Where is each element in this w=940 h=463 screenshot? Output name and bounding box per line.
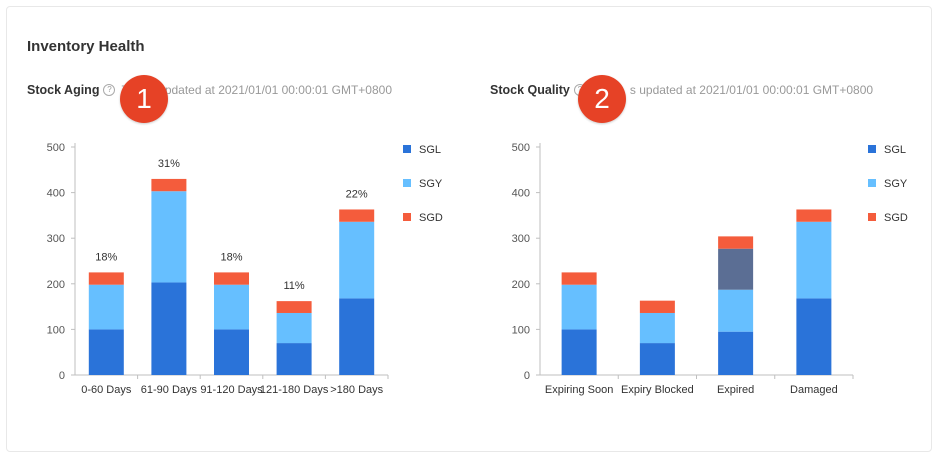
help-icon[interactable]: ? bbox=[103, 84, 116, 96]
quality-bar-sgy bbox=[718, 289, 754, 332]
quality-bar-sgl bbox=[718, 331, 754, 375]
aging-bar-sgy bbox=[339, 221, 375, 299]
aging-bar-sgd bbox=[214, 272, 249, 285]
card-title: Inventory Health bbox=[27, 38, 145, 55]
quality-bar-sgy bbox=[639, 312, 675, 344]
stock-quality-title: Stock Quality bbox=[490, 83, 570, 97]
quality-bar-sgl bbox=[796, 298, 832, 375]
aging-bar-sgl bbox=[88, 329, 124, 375]
quality-legend-label: SGL bbox=[884, 144, 906, 156]
aging-legend-swatch bbox=[403, 213, 411, 221]
quality-legend-label: SGD bbox=[884, 212, 908, 224]
aging-x-tick-label: 0-60 Days bbox=[81, 384, 132, 396]
aging-bar-sgd bbox=[276, 301, 312, 313]
stock-quality-update-note: s updated at 2021/01/01 00:00:01 GMT+080… bbox=[629, 83, 874, 97]
stock-aging-chart: 0 100 200 300 400 500 18% 0-60 Days 31% 61-90 Day… bbox=[47, 142, 908, 396]
quality-legend-label: SGY bbox=[884, 178, 908, 190]
aging-x-tick-label: 61-90 Days bbox=[141, 384, 198, 396]
aging-bar-sgd bbox=[339, 209, 375, 222]
quality-bar-sgl bbox=[561, 329, 597, 375]
aging-bar-sgy bbox=[88, 284, 124, 330]
quality-x-tick-label: Damaged bbox=[790, 384, 838, 396]
quality-x-tick-label: Expiring Soon bbox=[545, 384, 614, 396]
inventory-health-card: Inventory Health Stock Aging ? T pdated … bbox=[6, 6, 932, 452]
quality-x-tick-label: Expiry Blocked bbox=[621, 384, 694, 396]
quality-bar-other bbox=[718, 248, 754, 290]
quality-bar-sgd bbox=[561, 272, 597, 285]
quality-y-tick-label: 100 bbox=[512, 324, 530, 336]
stock-aging-update-note-tail: pdated at 2021/01/01 00:00:01 GMT+0800 bbox=[164, 83, 392, 97]
aging-y-tick-label: 400 bbox=[47, 188, 65, 200]
aging-bar-sgy bbox=[214, 284, 249, 330]
aging-y-tick-label: 300 bbox=[47, 233, 65, 245]
quality-y-tick-label: 0 bbox=[524, 370, 530, 382]
aging-bar-sgy bbox=[276, 312, 312, 344]
aging-legend-swatch bbox=[403, 145, 411, 153]
annotation-badge-1: 1 bbox=[120, 75, 168, 123]
quality-bar-sgl bbox=[639, 343, 675, 375]
quality-legend-swatch bbox=[868, 145, 876, 153]
aging-data-label: 18% bbox=[220, 251, 242, 263]
aging-legend-label: SGL bbox=[419, 144, 441, 156]
stock-aging-title: Stock Aging bbox=[27, 83, 100, 97]
quality-y-tick-label: 500 bbox=[512, 142, 530, 154]
quality-bar-sgd bbox=[718, 236, 754, 249]
quality-bar-sgd bbox=[639, 300, 675, 313]
aging-bar-sgl bbox=[276, 343, 312, 375]
aging-legend-label: SGD bbox=[419, 212, 443, 224]
annotation-badge-2: 2 bbox=[578, 75, 626, 123]
aging-bar-sgl bbox=[151, 282, 187, 375]
aging-x-tick-label: 121-180 Days bbox=[260, 384, 329, 396]
quality-y-tick-label: 400 bbox=[512, 188, 530, 200]
aging-legend-label: SGY bbox=[419, 178, 443, 190]
aging-bar-sgd bbox=[151, 178, 187, 192]
aging-bar-sgd bbox=[88, 272, 124, 285]
aging-y-tick-label: 200 bbox=[47, 279, 65, 291]
aging-bar-sgl bbox=[214, 329, 249, 375]
aging-data-label: 11% bbox=[283, 280, 304, 292]
aging-data-label: 22% bbox=[346, 188, 368, 200]
aging-data-label: 31% bbox=[158, 158, 180, 170]
quality-bar-sgy bbox=[561, 284, 597, 330]
aging-legend-swatch bbox=[403, 179, 411, 187]
quality-legend-swatch bbox=[868, 213, 876, 221]
quality-y-tick-label: 300 bbox=[512, 233, 530, 245]
quality-legend-swatch bbox=[868, 179, 876, 187]
quality-bar-sgy bbox=[796, 221, 832, 299]
quality-bar-sgd bbox=[796, 209, 832, 222]
aging-y-tick-label: 100 bbox=[47, 324, 65, 336]
aging-bar-sgl bbox=[339, 298, 375, 375]
aging-y-tick-label: 500 bbox=[47, 142, 65, 154]
quality-x-tick-label: Expired bbox=[717, 384, 754, 396]
aging-x-tick-label: 91-120 Days bbox=[200, 384, 263, 396]
aging-bar-sgy bbox=[151, 191, 187, 283]
quality-y-tick-label: 200 bbox=[512, 279, 530, 291]
aging-x-tick-label: >180 Days bbox=[330, 384, 383, 396]
aging-data-label: 18% bbox=[95, 251, 117, 263]
aging-y-tick-label: 0 bbox=[59, 370, 65, 382]
